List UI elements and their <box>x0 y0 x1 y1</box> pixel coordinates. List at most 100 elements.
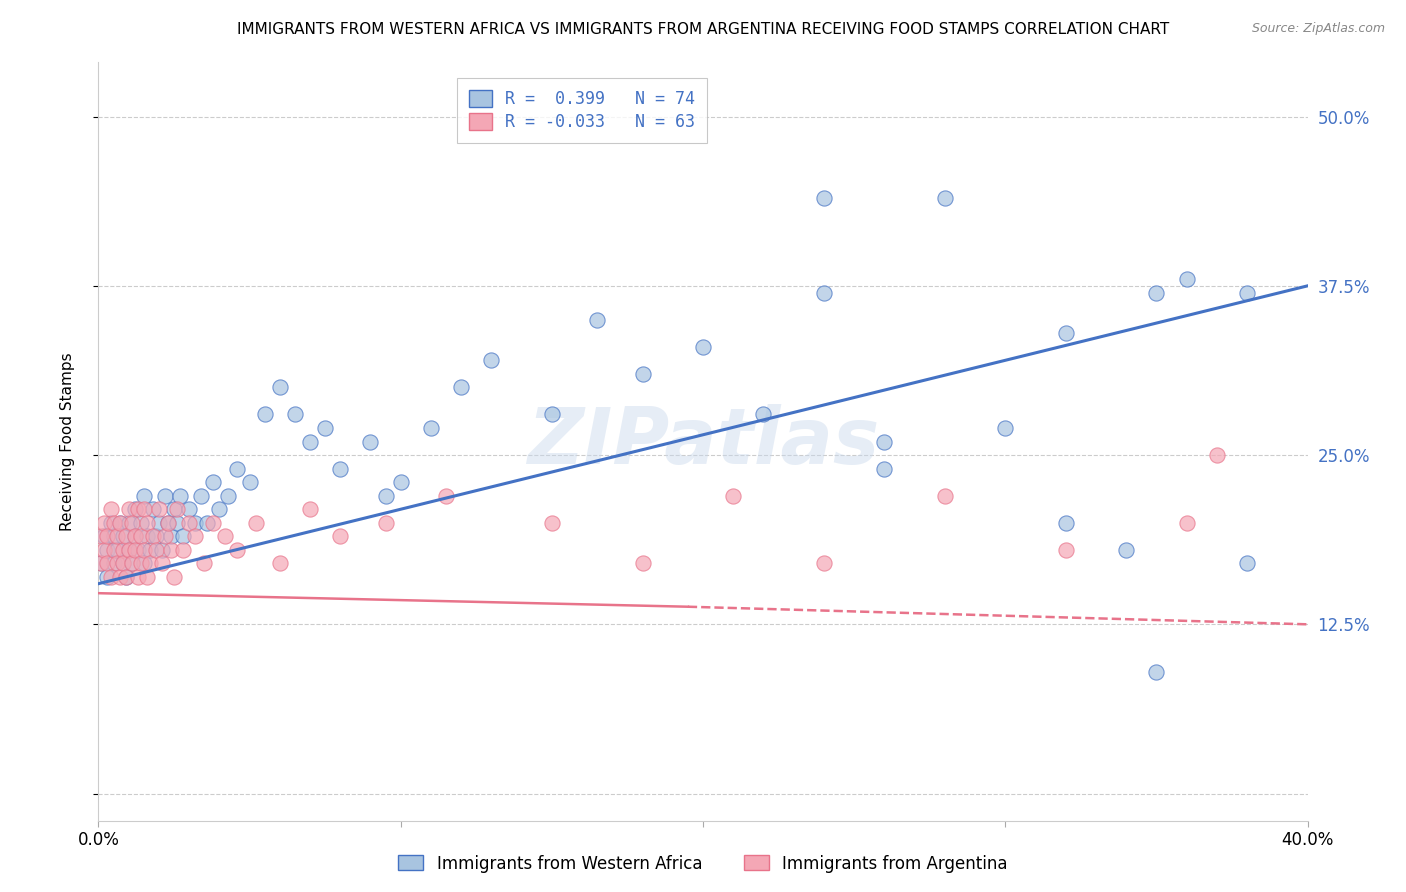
Point <box>121 557 143 571</box>
Text: Source: ZipAtlas.com: Source: ZipAtlas.com <box>1251 22 1385 36</box>
Point <box>114 570 136 584</box>
Point <box>108 516 131 530</box>
Point <box>156 516 179 530</box>
Point <box>105 557 128 571</box>
Point <box>1054 542 1077 557</box>
Point <box>284 408 307 422</box>
Point <box>160 529 183 543</box>
Point <box>420 421 443 435</box>
Point <box>163 502 186 516</box>
Point <box>124 529 146 543</box>
Point <box>1236 557 1258 571</box>
Point <box>100 516 122 530</box>
Point <box>142 502 165 516</box>
Point <box>135 529 157 543</box>
Point <box>139 557 162 571</box>
Point <box>148 516 170 530</box>
Point <box>540 516 562 530</box>
Point <box>132 542 155 557</box>
Point <box>269 380 291 394</box>
Point <box>226 542 249 557</box>
Point <box>135 570 157 584</box>
Point <box>103 516 125 530</box>
Point <box>93 529 115 543</box>
Point <box>329 461 352 475</box>
Point <box>723 489 745 503</box>
Point <box>100 570 122 584</box>
Point <box>93 542 115 557</box>
Point <box>1054 326 1077 341</box>
Point <box>145 542 167 557</box>
Point <box>1236 285 1258 300</box>
Point <box>217 489 239 503</box>
Point <box>108 570 131 584</box>
Point <box>481 353 503 368</box>
Point <box>127 502 149 516</box>
Point <box>190 489 212 503</box>
Point <box>202 475 225 490</box>
Point <box>813 191 835 205</box>
Point <box>226 461 249 475</box>
Point <box>179 516 201 530</box>
Point <box>692 340 714 354</box>
Point <box>540 408 562 422</box>
Point <box>132 489 155 503</box>
Point <box>169 489 191 503</box>
Point <box>374 489 396 503</box>
Point <box>245 516 267 530</box>
Point <box>314 421 336 435</box>
Point <box>90 529 112 543</box>
Point <box>103 529 125 543</box>
Point <box>90 557 112 571</box>
Point <box>269 557 291 571</box>
Point <box>239 475 262 490</box>
Point <box>202 516 225 530</box>
Point <box>139 542 162 557</box>
Point <box>118 542 141 557</box>
Point <box>148 502 170 516</box>
Point <box>121 557 143 571</box>
Point <box>108 516 131 530</box>
Point <box>179 502 201 516</box>
Point <box>129 557 152 571</box>
Point <box>172 542 194 557</box>
Point <box>813 557 835 571</box>
Point <box>1206 448 1229 462</box>
Point <box>156 516 179 530</box>
Point <box>100 502 122 516</box>
Point <box>299 502 322 516</box>
Point <box>96 542 118 557</box>
Point <box>103 557 125 571</box>
Point <box>166 516 188 530</box>
Legend: R =  0.399   N = 74, R = -0.033   N = 63: R = 0.399 N = 74, R = -0.033 N = 63 <box>457 78 707 143</box>
Y-axis label: Receiving Food Stamps: Receiving Food Stamps <box>60 352 75 531</box>
Point <box>142 529 165 543</box>
Point <box>105 529 128 543</box>
Point <box>329 529 352 543</box>
Point <box>1144 285 1167 300</box>
Point <box>934 489 956 503</box>
Point <box>153 529 176 543</box>
Point <box>586 312 609 326</box>
Point <box>752 408 775 422</box>
Point <box>121 516 143 530</box>
Point <box>153 489 176 503</box>
Point <box>374 516 396 530</box>
Point <box>129 529 152 543</box>
Point <box>434 489 457 503</box>
Point <box>118 516 141 530</box>
Point <box>873 434 896 449</box>
Point <box>118 502 141 516</box>
Point <box>132 502 155 516</box>
Point <box>118 542 141 557</box>
Point <box>208 502 231 516</box>
Point <box>90 557 112 571</box>
Point <box>299 434 322 449</box>
Point <box>450 380 472 394</box>
Point <box>124 542 146 557</box>
Point <box>145 529 167 543</box>
Point <box>129 516 152 530</box>
Point <box>135 516 157 530</box>
Text: ZIPatlas: ZIPatlas <box>527 403 879 480</box>
Point <box>1175 272 1198 286</box>
